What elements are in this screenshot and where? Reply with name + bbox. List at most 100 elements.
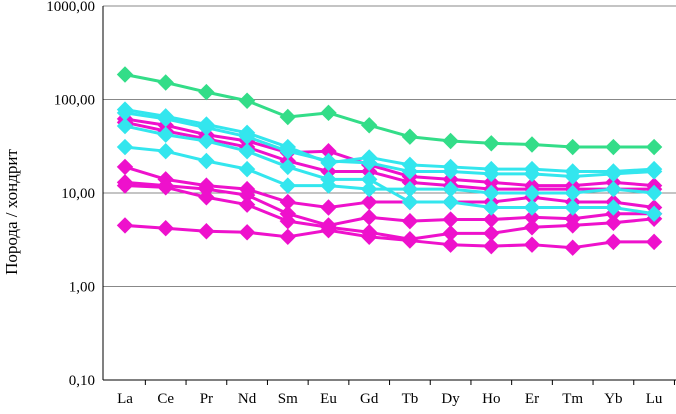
series-cyan bbox=[116, 138, 663, 202]
data-point-marker bbox=[442, 236, 459, 253]
series-layer bbox=[116, 66, 663, 256]
data-point-marker bbox=[116, 158, 134, 176]
x-tick-label: Dy bbox=[441, 391, 460, 407]
data-point-marker bbox=[523, 165, 541, 183]
y-tick-label: 1000,00 bbox=[46, 0, 95, 15]
x-tick-label: Er bbox=[525, 391, 539, 407]
data-point-marker bbox=[645, 184, 663, 202]
y-tick-label: 100,00 bbox=[54, 93, 95, 109]
data-point-marker bbox=[198, 189, 215, 206]
data-point-marker bbox=[645, 233, 663, 251]
data-point-marker bbox=[442, 163, 459, 180]
data-point-marker bbox=[198, 152, 215, 170]
data-point-marker bbox=[320, 222, 337, 239]
data-point-marker bbox=[605, 214, 622, 232]
data-point-marker bbox=[645, 205, 663, 222]
data-point-marker bbox=[401, 232, 419, 249]
y-tick-label: 10,00 bbox=[61, 186, 95, 202]
data-point-marker bbox=[564, 168, 581, 185]
data-point-marker bbox=[116, 66, 134, 83]
data-point-marker bbox=[605, 180, 622, 198]
data-point-marker bbox=[157, 179, 174, 196]
data-point-marker bbox=[401, 128, 419, 145]
data-point-marker bbox=[116, 177, 134, 194]
data-point-marker bbox=[238, 224, 256, 241]
y-tick-label: 1,00 bbox=[69, 280, 95, 296]
data-point-marker bbox=[238, 92, 256, 109]
data-point-marker bbox=[116, 217, 134, 234]
data-point-marker bbox=[523, 219, 541, 236]
data-point-marker bbox=[198, 223, 215, 240]
data-point-marker bbox=[279, 177, 297, 194]
data-point-marker bbox=[523, 199, 541, 216]
axis-layer: 0,10 1,00 10,00 100,00 1000,00 La Ce Pr Nd Sm Eu Gd… bbox=[46, 0, 676, 407]
data-point-marker bbox=[320, 152, 337, 170]
data-point-marker bbox=[279, 158, 297, 176]
data-point-marker bbox=[360, 154, 378, 172]
data-point-marker bbox=[238, 196, 256, 213]
data-point-marker bbox=[116, 138, 134, 156]
data-point-marker bbox=[564, 239, 581, 256]
data-point-marker bbox=[198, 83, 215, 101]
x-tick-label: Ce bbox=[157, 391, 174, 407]
data-point-marker bbox=[442, 211, 459, 228]
data-point-marker bbox=[483, 135, 500, 152]
x-tick-label: La bbox=[117, 391, 133, 407]
data-point-marker bbox=[320, 104, 337, 122]
data-point-marker bbox=[360, 209, 378, 226]
data-point-marker bbox=[483, 184, 500, 202]
data-point-marker bbox=[523, 184, 541, 202]
data-point-marker bbox=[360, 117, 378, 134]
x-tick-label: Lu bbox=[646, 391, 663, 407]
data-point-marker bbox=[605, 233, 622, 251]
series-cyan bbox=[116, 104, 663, 185]
x-tick-label: Nd bbox=[238, 391, 257, 407]
data-point-marker bbox=[483, 237, 500, 255]
data-point-marker bbox=[442, 132, 459, 150]
data-point-marker bbox=[605, 138, 622, 156]
data-point-marker bbox=[442, 180, 459, 198]
data-point-marker bbox=[564, 138, 581, 156]
x-tick-label: Gd bbox=[360, 391, 379, 407]
x-tick-label: Sm bbox=[278, 391, 298, 407]
x-tick-label: Tb bbox=[402, 391, 419, 407]
data-point-marker bbox=[483, 165, 500, 183]
x-tick-label: Pr bbox=[200, 391, 213, 407]
data-point-marker bbox=[116, 117, 134, 135]
data-point-marker bbox=[279, 142, 297, 160]
data-point-marker bbox=[564, 217, 581, 234]
data-point-marker bbox=[360, 228, 378, 246]
series-magenta bbox=[116, 217, 663, 256]
data-point-marker bbox=[279, 108, 297, 126]
data-point-marker bbox=[198, 132, 215, 150]
data-point-marker bbox=[605, 199, 622, 216]
data-point-marker bbox=[523, 236, 541, 253]
data-point-marker bbox=[157, 110, 174, 128]
data-point-marker bbox=[401, 163, 419, 180]
data-point-marker bbox=[645, 138, 663, 156]
data-point-marker bbox=[401, 193, 419, 211]
x-tick-label: Yb bbox=[604, 391, 622, 407]
y-tick-label: 0,10 bbox=[69, 373, 95, 389]
data-point-marker bbox=[157, 142, 174, 160]
data-point-marker bbox=[564, 184, 581, 202]
series-cyan bbox=[116, 117, 663, 222]
data-point-marker bbox=[238, 160, 256, 178]
data-point-marker bbox=[320, 199, 337, 216]
data-point-marker bbox=[360, 180, 378, 198]
data-point-marker bbox=[401, 180, 419, 198]
data-point-marker bbox=[401, 212, 419, 230]
data-point-marker bbox=[157, 74, 174, 91]
x-tick-label: Eu bbox=[320, 391, 337, 407]
data-point-marker bbox=[645, 163, 663, 180]
data-point-marker bbox=[279, 228, 297, 246]
series-green bbox=[116, 66, 663, 156]
x-tick-label: Tm bbox=[562, 391, 583, 407]
data-point-marker bbox=[238, 142, 256, 160]
data-point-marker bbox=[564, 199, 581, 216]
x-tick-label: Ho bbox=[482, 391, 500, 407]
data-point-marker bbox=[157, 220, 174, 237]
data-point-marker bbox=[442, 193, 459, 211]
